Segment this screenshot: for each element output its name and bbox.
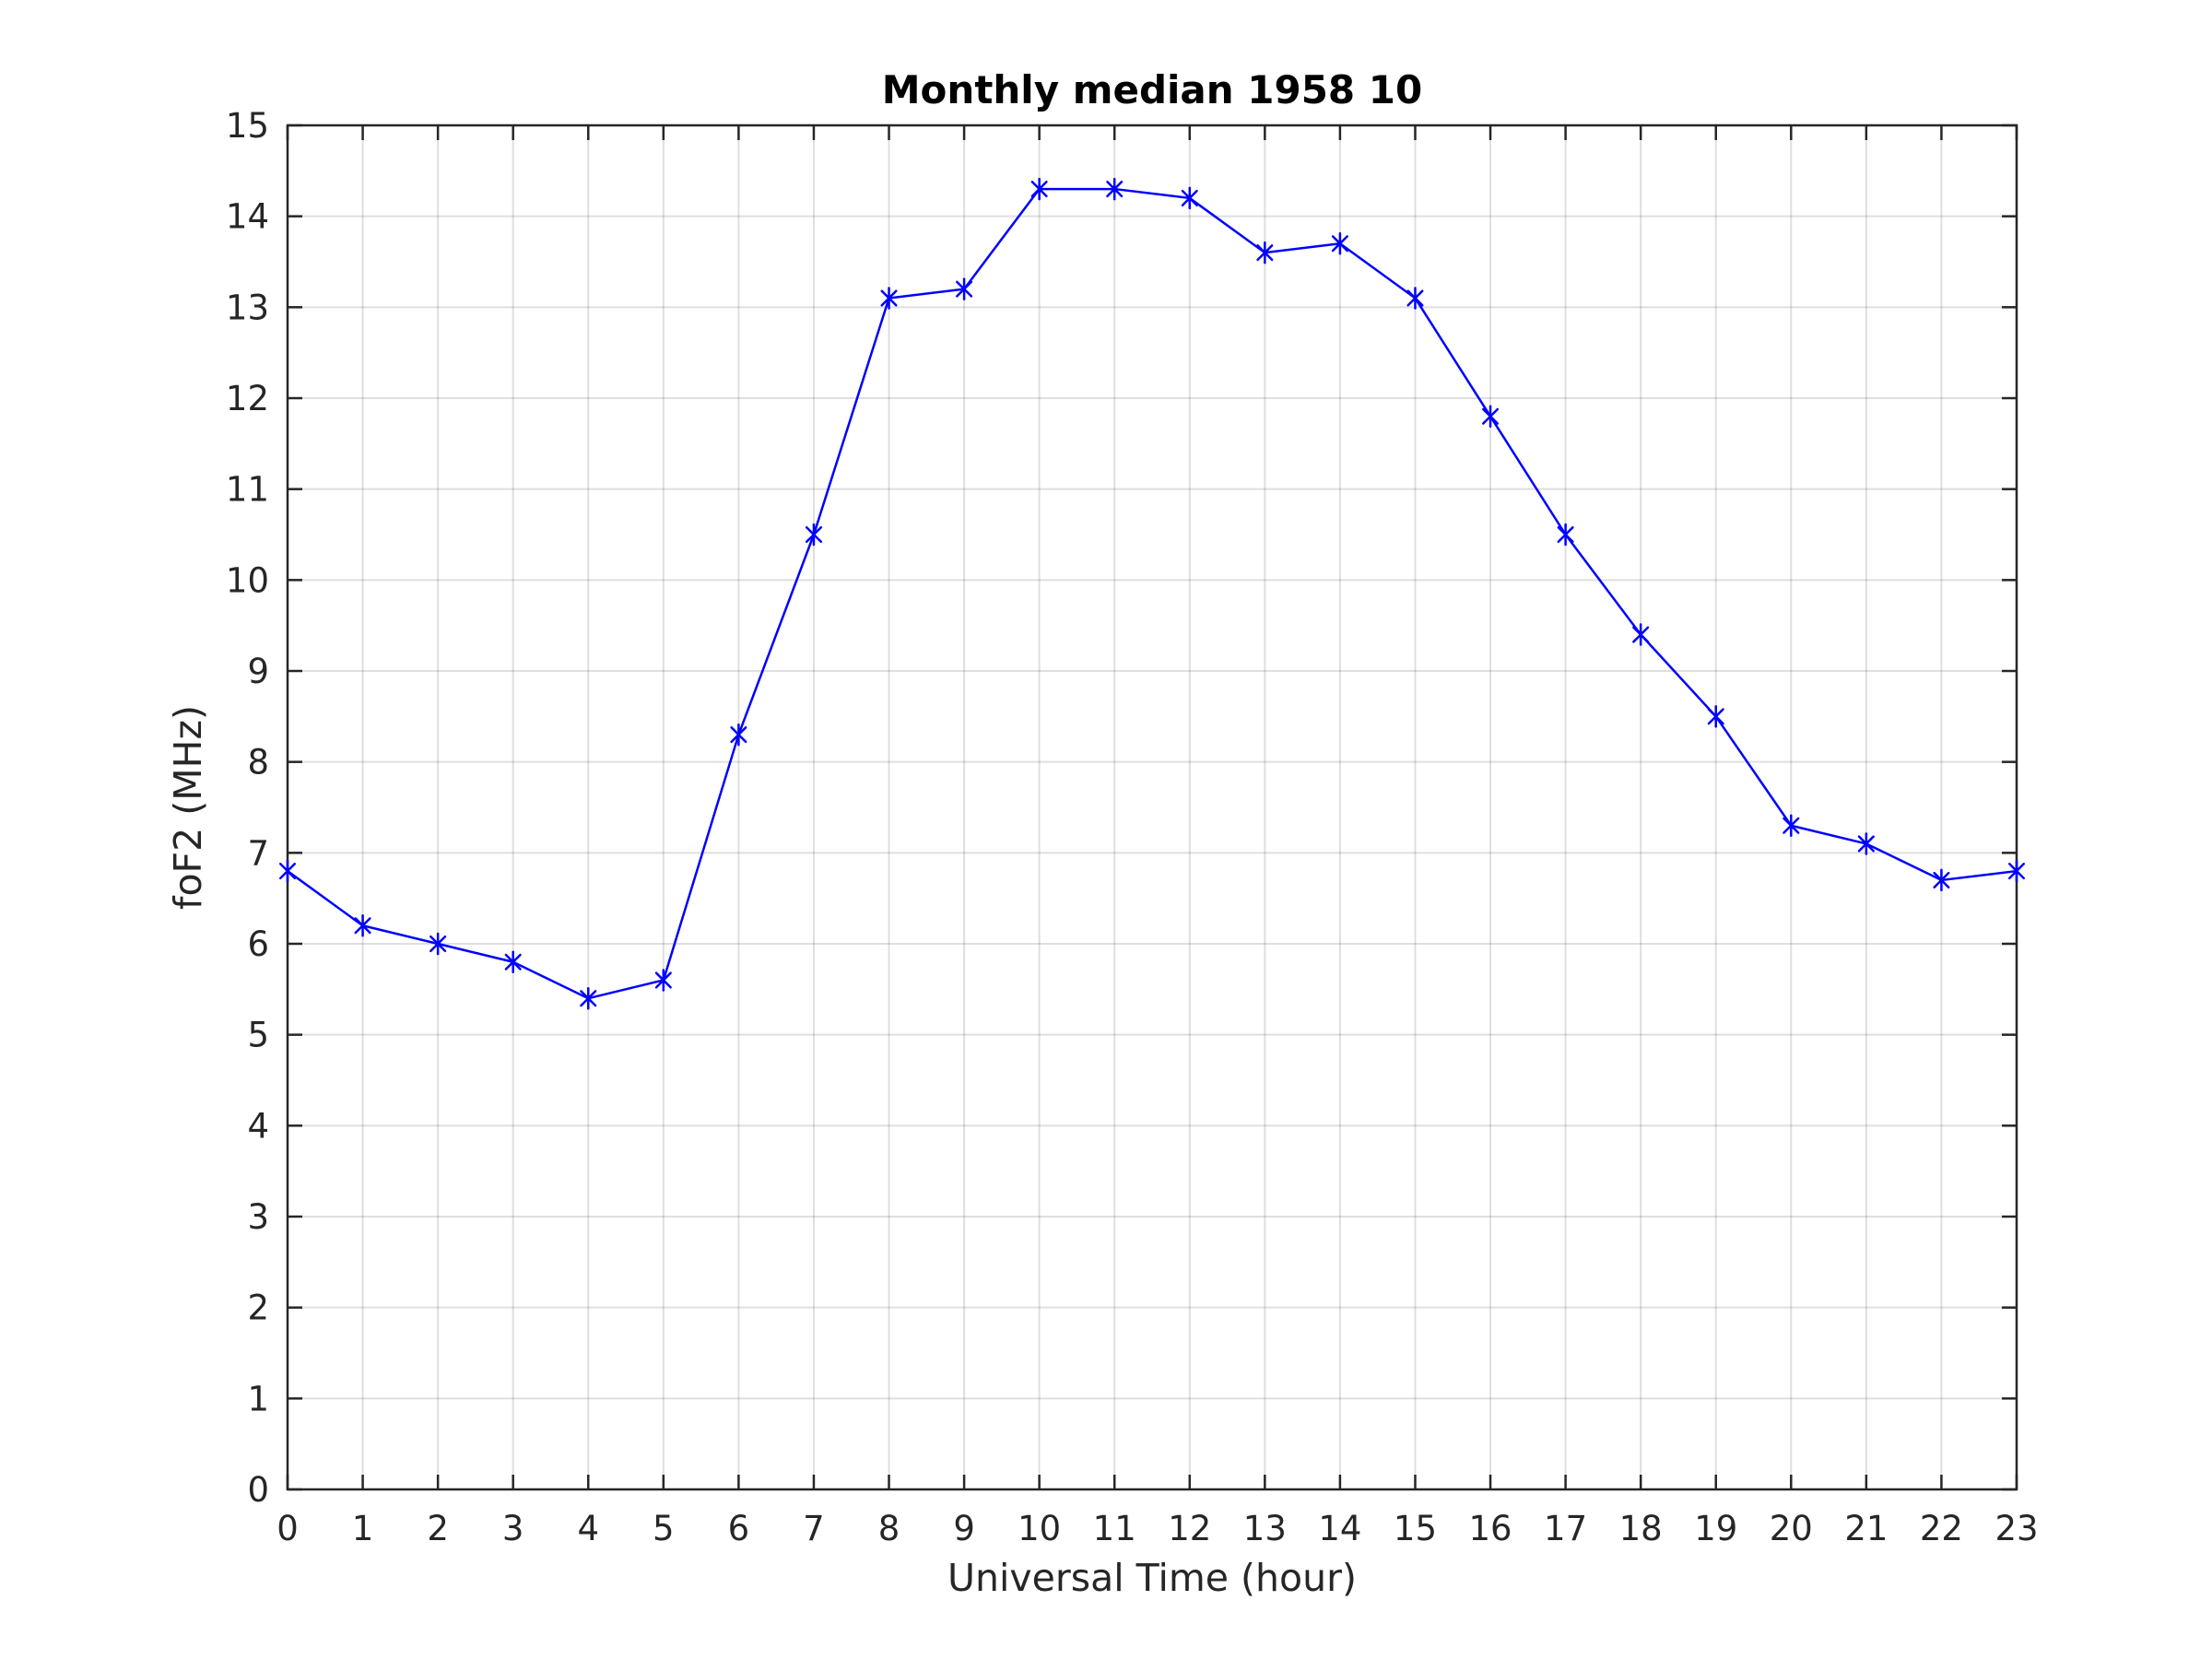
- data-point: [1707, 705, 1724, 728]
- data-point: [1482, 405, 1500, 428]
- axis-ticks: [286, 124, 2018, 1491]
- x-tick-label: 4: [577, 1509, 599, 1548]
- y-axis-label: foF2 (MHz): [166, 705, 210, 910]
- y-tick-label: 1: [247, 1379, 269, 1418]
- y-tick-label: 8: [247, 743, 269, 782]
- x-tick-label: 20: [1770, 1509, 1813, 1548]
- x-tick-label: 22: [1920, 1509, 1963, 1548]
- data-point: [1331, 232, 1348, 255]
- data-point: [1857, 832, 1875, 855]
- data-point: [1632, 623, 1650, 646]
- x-tick-label: 11: [1093, 1509, 1136, 1548]
- x-tick-label: 19: [1694, 1509, 1737, 1548]
- y-tick-label: 15: [226, 106, 269, 146]
- y-tick-label: 0: [247, 1470, 269, 1510]
- y-tick-label: 11: [226, 470, 269, 510]
- series-line: [287, 187, 2018, 1000]
- grid: [288, 125, 2017, 1489]
- y-tick-label: 9: [247, 652, 269, 691]
- data-point: [956, 277, 973, 300]
- data-point: [2007, 859, 2026, 883]
- y-tick-label: 7: [247, 833, 269, 873]
- y-tick-label: 2: [247, 1288, 269, 1328]
- plot-frame: [286, 124, 2018, 1491]
- data-point: [1106, 177, 1124, 201]
- x-tick-label: 5: [653, 1509, 675, 1548]
- data-point: [580, 986, 597, 1010]
- x-tick-label: 10: [1018, 1509, 1061, 1548]
- x-tick-label: 1: [352, 1509, 374, 1548]
- x-tick-label: 15: [1394, 1509, 1437, 1548]
- series-layer: [278, 177, 2026, 1010]
- data-point: [805, 523, 822, 547]
- x-tick-label: 9: [953, 1509, 975, 1548]
- data-point: [730, 723, 747, 747]
- y-tick-label: 12: [226, 379, 269, 418]
- data-point: [429, 932, 447, 956]
- data-point: [1030, 177, 1048, 201]
- y-tick-label: 4: [247, 1106, 269, 1146]
- x-tick-label: 14: [1318, 1509, 1361, 1548]
- data-point: [354, 914, 371, 937]
- y-tick-label: 6: [247, 924, 269, 964]
- plot-area: [288, 125, 2017, 1489]
- y-tick-label: 3: [247, 1197, 269, 1237]
- x-axis-label: Universal Time (hour): [947, 1556, 1357, 1600]
- x-tick-label: 3: [502, 1509, 524, 1548]
- x-tick-label: 7: [803, 1509, 825, 1548]
- tick-labels: 0 1 2 3 4 5 6 7 8 9 10 11 12 13 14 15 16 17 18 19 20 21 22 2301…: [226, 106, 2039, 1548]
- y-tick-label: 10: [226, 560, 269, 600]
- data-point: [880, 287, 898, 310]
- data-point: [1783, 814, 1800, 837]
- x-tick-label: 13: [1243, 1509, 1287, 1548]
- data-point: [1256, 241, 1274, 265]
- x-tick-label: 18: [1619, 1509, 1663, 1548]
- data-point: [1557, 523, 1574, 547]
- x-tick-label: 6: [728, 1509, 750, 1548]
- y-tick-label: 5: [247, 1016, 269, 1055]
- x-tick-label: 8: [878, 1509, 900, 1548]
- x-tick-label: 17: [1544, 1509, 1587, 1548]
- y-tick-label: 14: [226, 197, 269, 237]
- x-tick-label: 12: [1168, 1509, 1211, 1548]
- x-tick-label: 21: [1844, 1509, 1888, 1548]
- data-point: [278, 859, 297, 883]
- data-point: [654, 969, 672, 992]
- x-tick-label: 0: [276, 1509, 299, 1548]
- data-point: [1181, 186, 1198, 210]
- x-tick-label: 23: [1994, 1509, 2038, 1548]
- data-point: [504, 950, 522, 973]
- x-tick-label: 2: [427, 1509, 449, 1548]
- data-point: [1406, 287, 1424, 310]
- data-point: [1933, 868, 1950, 892]
- x-tick-label: 16: [1468, 1509, 1512, 1548]
- chart-title: Monthly median 1958 10: [882, 67, 1422, 112]
- y-tick-label: 13: [226, 288, 269, 327]
